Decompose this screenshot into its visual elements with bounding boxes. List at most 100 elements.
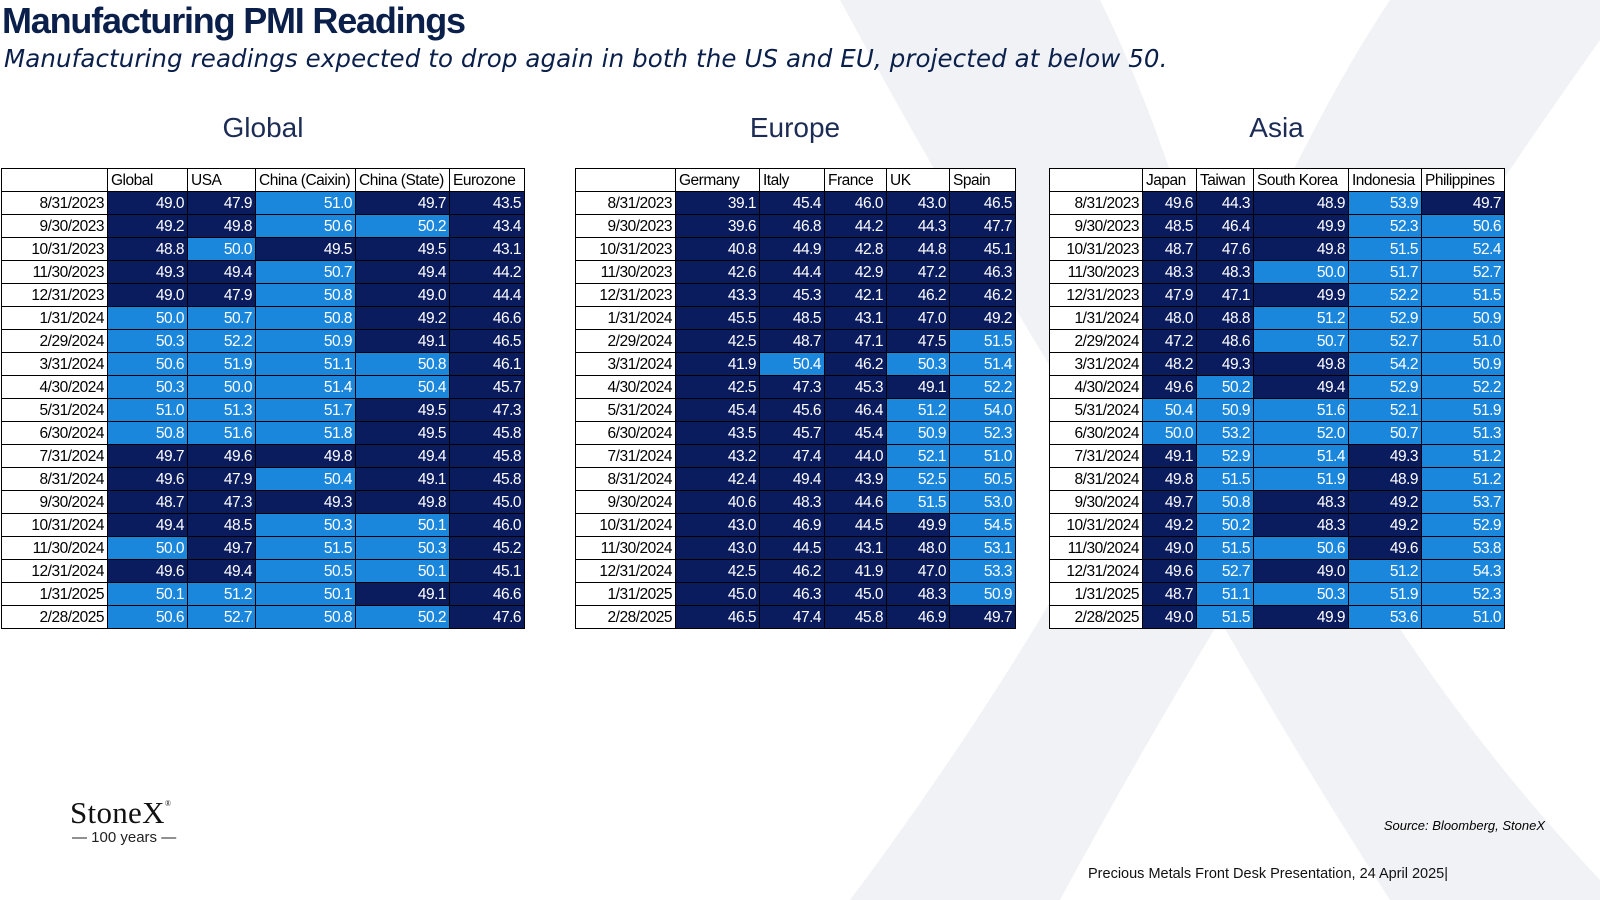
pmi-value-cell: 52.7 bbox=[1421, 260, 1505, 284]
table-row: 1/31/2025 45.0 46.3 45.0 48.3 50.9 bbox=[575, 582, 1016, 606]
pmi-value-cell: 50.0 bbox=[187, 375, 256, 399]
row-date: 8/31/2024 bbox=[575, 467, 676, 491]
pmi-value-cell: 50.0 bbox=[187, 237, 256, 261]
pmi-value-cell: 39.6 bbox=[675, 214, 760, 238]
pmi-value-cell: 49.9 bbox=[1253, 214, 1349, 238]
pmi-value-cell: 49.3 bbox=[107, 260, 188, 284]
row-date: 10/31/2024 bbox=[575, 513, 676, 537]
pmi-value-cell: 54.5 bbox=[949, 513, 1016, 537]
table-row: 8/31/2023 49.0 47.9 51.0 49.7 43.5 bbox=[1, 191, 525, 215]
table-row: 9/30/2024 48.7 47.3 49.3 49.8 45.0 bbox=[1, 490, 525, 514]
table-row: 4/30/2024 42.5 47.3 45.3 49.1 52.2 bbox=[575, 375, 1016, 399]
row-date: 12/31/2024 bbox=[1049, 559, 1143, 583]
pmi-value-cell: 49.1 bbox=[886, 375, 950, 399]
stonex-logo: StoneX® — 100 years — bbox=[70, 795, 176, 846]
table-row: 10/31/2024 49.2 50.2 48.3 49.2 52.9 bbox=[1049, 513, 1505, 537]
pmi-value-cell: 48.7 bbox=[1142, 237, 1197, 261]
pmi-value-cell: 49.2 bbox=[1348, 490, 1422, 514]
pmi-value-cell: 46.0 bbox=[449, 513, 525, 537]
pmi-value-cell: 50.1 bbox=[255, 582, 356, 606]
table-row: 5/31/2024 50.4 50.9 51.6 52.1 51.9 bbox=[1049, 398, 1505, 422]
table-row: 9/30/2023 48.5 46.4 49.9 52.3 50.6 bbox=[1049, 214, 1505, 238]
pmi-value-cell: 50.4 bbox=[759, 352, 825, 376]
table-row: 2/29/2024 47.2 48.6 50.7 52.7 51.0 bbox=[1049, 329, 1505, 353]
pmi-value-cell: 48.6 bbox=[1196, 329, 1254, 353]
row-date: 12/31/2023 bbox=[575, 283, 676, 307]
pmi-value-cell: 48.5 bbox=[759, 306, 825, 330]
row-date: 9/30/2024 bbox=[575, 490, 676, 514]
row-date: 5/31/2024 bbox=[575, 398, 676, 422]
pmi-value-cell: 44.8 bbox=[886, 237, 950, 261]
pmi-value-cell: 50.6 bbox=[107, 352, 188, 376]
table-row: 5/31/2024 45.4 45.6 46.4 51.2 54.0 bbox=[575, 398, 1016, 422]
pmi-value-cell: 50.9 bbox=[886, 421, 950, 445]
pmi-value-cell: 49.4 bbox=[355, 444, 450, 468]
column-header: China (State) bbox=[355, 168, 450, 192]
pmi-value-cell: 48.9 bbox=[1348, 467, 1422, 491]
table-row: 11/30/2024 49.0 51.5 50.6 49.6 53.8 bbox=[1049, 536, 1505, 560]
pmi-value-cell: 48.8 bbox=[107, 237, 188, 261]
pmi-value-cell: 49.2 bbox=[355, 306, 450, 330]
pmi-value-cell: 49.4 bbox=[187, 559, 256, 583]
row-date: 11/30/2024 bbox=[575, 536, 676, 560]
pmi-value-cell: 51.0 bbox=[1421, 605, 1505, 629]
pmi-value-cell: 52.1 bbox=[1348, 398, 1422, 422]
pmi-value-cell: 46.0 bbox=[824, 191, 887, 215]
pmi-value-cell: 49.8 bbox=[1142, 467, 1197, 491]
table-row: 11/30/2023 48.3 48.3 50.0 51.7 52.7 bbox=[1049, 260, 1505, 284]
pmi-value-cell: 46.2 bbox=[886, 283, 950, 307]
column-header: Global bbox=[107, 168, 188, 192]
pmi-value-cell: 42.1 bbox=[824, 283, 887, 307]
pmi-value-cell: 50.1 bbox=[355, 513, 450, 537]
table-row: 10/31/2023 40.8 44.9 42.8 44.8 45.1 bbox=[575, 237, 1016, 261]
pmi-value-cell: 49.2 bbox=[949, 306, 1016, 330]
pmi-value-cell: 51.5 bbox=[1196, 536, 1254, 560]
pmi-value-cell: 54.2 bbox=[1348, 352, 1422, 376]
table-row: 7/31/2024 49.1 52.9 51.4 49.3 51.2 bbox=[1049, 444, 1505, 468]
table-row: 1/31/2024 50.0 50.7 50.8 49.2 46.6 bbox=[1, 306, 525, 330]
pmi-value-cell: 50.3 bbox=[355, 536, 450, 560]
pmi-value-cell: 50.2 bbox=[355, 605, 450, 629]
pmi-value-cell: 51.5 bbox=[1196, 467, 1254, 491]
header-blank-cell bbox=[1, 168, 108, 192]
pmi-value-cell: 48.3 bbox=[1196, 260, 1254, 284]
table-row: 4/30/2024 49.6 50.2 49.4 52.9 52.2 bbox=[1049, 375, 1505, 399]
pmi-value-cell: 51.5 bbox=[886, 490, 950, 514]
pmi-value-cell: 51.2 bbox=[1253, 306, 1349, 330]
pmi-value-cell: 46.5 bbox=[675, 605, 760, 629]
pmi-value-cell: 44.9 bbox=[759, 237, 825, 261]
pmi-value-cell: 50.7 bbox=[255, 260, 356, 284]
row-date: 3/31/2024 bbox=[575, 352, 676, 376]
row-date: 6/30/2024 bbox=[575, 421, 676, 445]
pmi-value-cell: 48.3 bbox=[1142, 260, 1197, 284]
table-row: 3/31/2024 41.9 50.4 46.2 50.3 51.4 bbox=[575, 352, 1016, 376]
pmi-value-cell: 45.0 bbox=[824, 582, 887, 606]
pmi-value-cell: 43.3 bbox=[675, 283, 760, 307]
row-date: 1/31/2025 bbox=[1049, 582, 1143, 606]
pmi-value-cell: 45.7 bbox=[449, 375, 525, 399]
pmi-value-cell: 45.7 bbox=[759, 421, 825, 445]
pmi-value-cell: 43.1 bbox=[824, 536, 887, 560]
pmi-value-cell: 47.3 bbox=[187, 490, 256, 514]
table-row: 4/30/2024 50.3 50.0 51.4 50.4 45.7 bbox=[1, 375, 525, 399]
pmi-value-cell: 50.4 bbox=[355, 375, 450, 399]
table-row: 9/30/2024 40.6 48.3 44.6 51.5 53.0 bbox=[575, 490, 1016, 514]
pmi-value-cell: 49.8 bbox=[187, 214, 256, 238]
pmi-value-cell: 45.1 bbox=[949, 237, 1016, 261]
pmi-value-cell: 43.1 bbox=[824, 306, 887, 330]
pmi-value-cell: 45.8 bbox=[449, 467, 525, 491]
pmi-value-cell: 50.3 bbox=[886, 352, 950, 376]
pmi-value-cell: 42.4 bbox=[675, 467, 760, 491]
table-row: 10/31/2023 48.7 47.6 49.8 51.5 52.4 bbox=[1049, 237, 1505, 261]
pmi-value-cell: 49.6 bbox=[187, 444, 256, 468]
pmi-value-cell: 51.9 bbox=[1421, 398, 1505, 422]
row-date: 12/31/2023 bbox=[1049, 283, 1143, 307]
pmi-value-cell: 53.1 bbox=[949, 536, 1016, 560]
pmi-value-cell: 43.2 bbox=[675, 444, 760, 468]
table-row: 6/30/2024 43.5 45.7 45.4 50.9 52.3 bbox=[575, 421, 1016, 445]
pmi-value-cell: 49.9 bbox=[1253, 283, 1349, 307]
table-row: 12/31/2024 49.6 52.7 49.0 51.2 54.3 bbox=[1049, 559, 1505, 583]
pmi-value-cell: 49.6 bbox=[1142, 375, 1197, 399]
pmi-value-cell: 51.3 bbox=[187, 398, 256, 422]
column-header: UK bbox=[886, 168, 950, 192]
